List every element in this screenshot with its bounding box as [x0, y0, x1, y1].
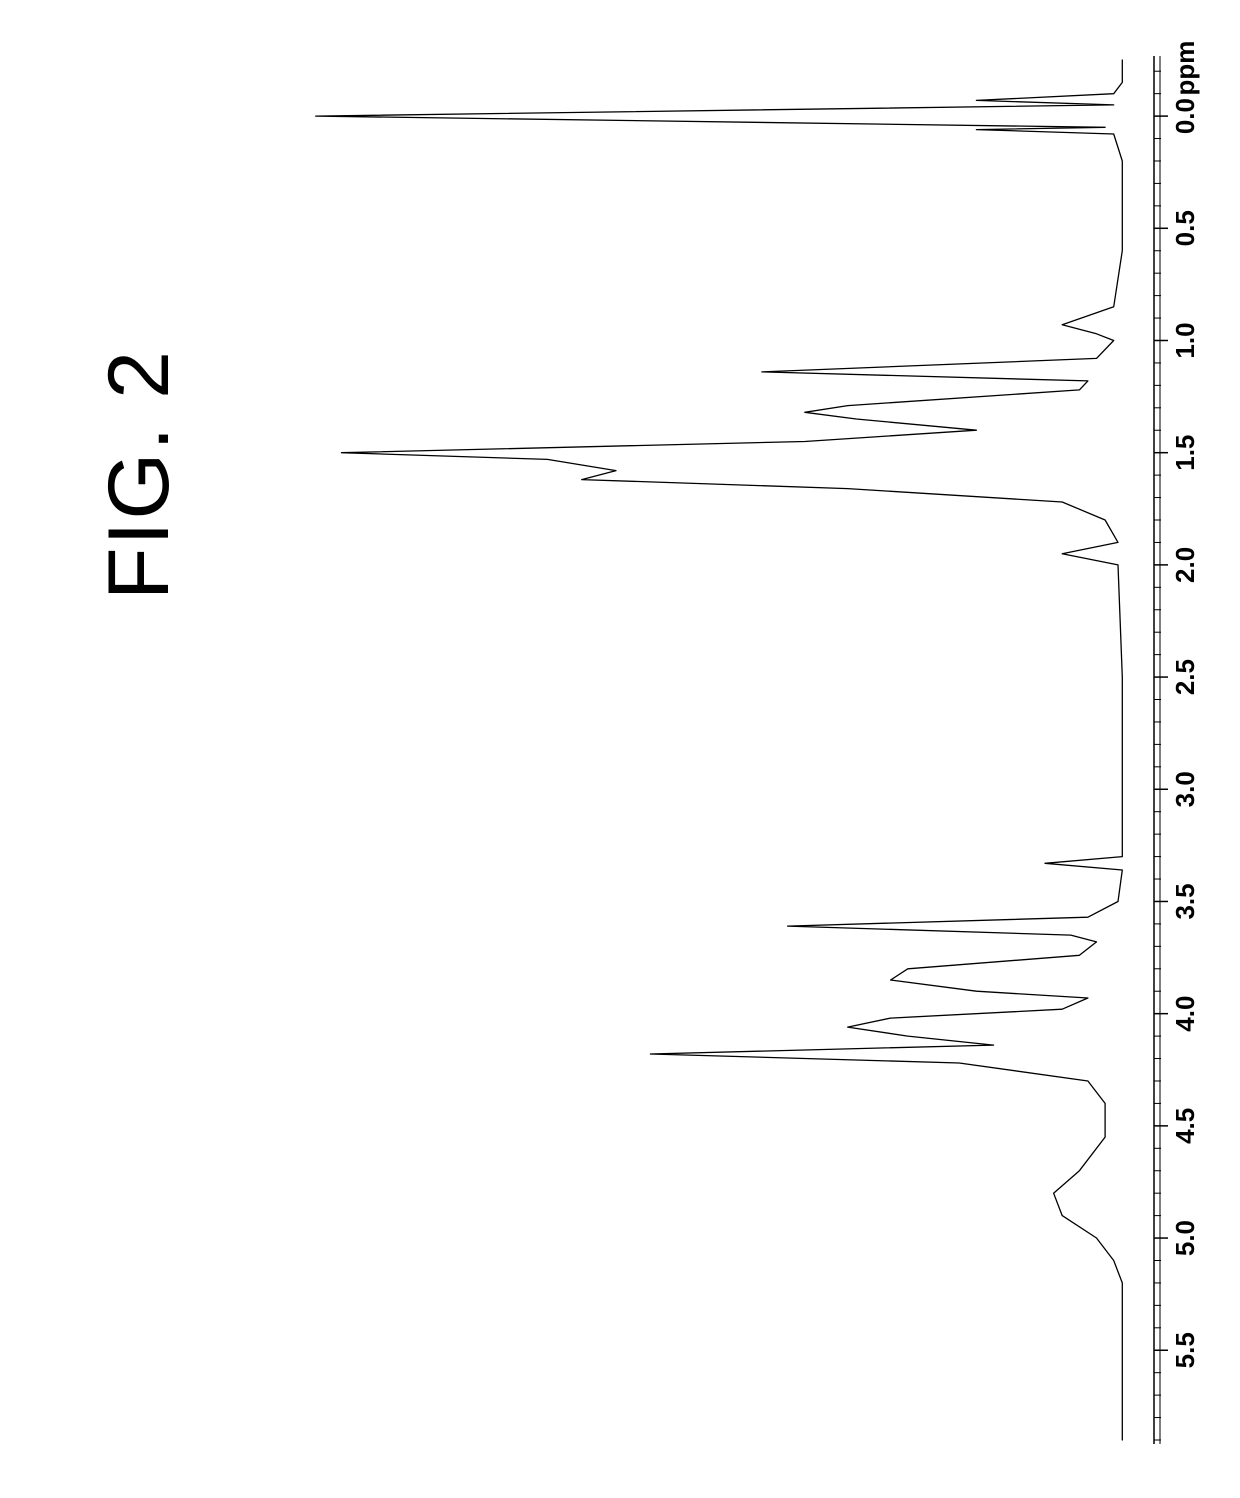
axis-tick-label: 0.0 [1170, 98, 1200, 134]
axis-tick-label: 3.5 [1170, 883, 1200, 919]
axis-tick-label: 4.5 [1170, 1108, 1200, 1144]
axis-tick-label: 5.5 [1170, 1332, 1200, 1368]
spectrum-trace [316, 60, 1123, 1440]
axis-tick-label: 2.0 [1170, 547, 1200, 583]
axis-tick-label: 3.0 [1170, 771, 1200, 807]
axis-tick-label: 4.0 [1170, 996, 1200, 1032]
axis-unit-label: ppm [1170, 41, 1200, 96]
axis-tick-label: 5.0 [1170, 1220, 1200, 1256]
nmr-plot: 0.0 0.5 1.0 1.5 2.0 2.5 3.0 3.5 4.0 4.5 5.0 5.5 ppm [280, 40, 1200, 1460]
figure-container: FIG. 2 0.0 0.5 1.0 1.5 2.0 2.5 3.0 3.5 4.0 4.5 5.0… [0, 0, 1240, 1498]
axis-tick-label: 1.5 [1170, 435, 1200, 471]
figure-label: FIG. 2 [90, 349, 189, 600]
axis-tick-label: 2.5 [1170, 659, 1200, 695]
axis-tick-label: 1.0 [1170, 322, 1200, 358]
axis-tick-label: 0.5 [1170, 210, 1200, 246]
